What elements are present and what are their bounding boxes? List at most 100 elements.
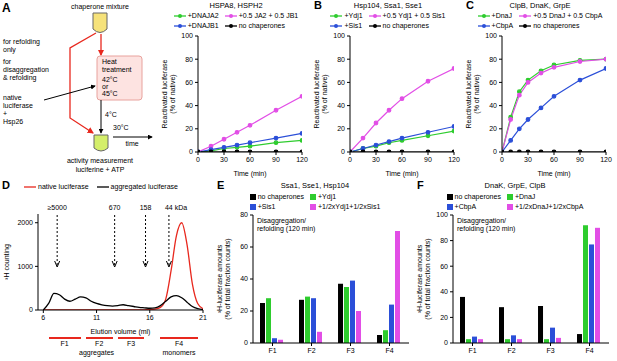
html-text:Ssa1, Sse1, Hsp104: Ssa1, Sse1, Hsp104: [280, 181, 350, 190]
svg-text:20: 20: [337, 125, 345, 132]
svg-text:120: 120: [448, 156, 460, 163]
svg-text:120: 120: [296, 156, 308, 163]
svg-text:44 kDa: 44 kDa: [165, 204, 187, 211]
svg-text:0: 0: [500, 156, 504, 163]
svg-text:A: A: [2, 1, 11, 15]
svg-text:80: 80: [337, 56, 345, 63]
svg-text:F4: F4: [585, 347, 593, 354]
svg-text:F4: F4: [385, 347, 393, 354]
svg-text:disaggregation: disaggregation: [3, 66, 49, 74]
svg-text:native: native: [3, 94, 22, 101]
svg-text:0: 0: [189, 148, 193, 155]
svg-text:F1: F1: [468, 347, 476, 354]
svg-text:luciferine + ATP: luciferine + ATP: [76, 166, 125, 173]
svg-text:time: time: [125, 140, 138, 147]
html-text:Reactivated luciferase (% of n: Reactivated luciferase (% of native): [465, 59, 480, 129]
svg-text:40: 40: [337, 102, 345, 109]
svg-text:60: 60: [240, 243, 248, 250]
svg-text:Elution volume (ml): Elution volume (ml): [91, 328, 151, 336]
svg-text:F1: F1: [268, 347, 276, 354]
svg-text:activity measurement: activity measurement: [67, 157, 133, 165]
svg-text:90: 90: [424, 156, 432, 163]
svg-text:6: 6: [41, 314, 45, 321]
svg-text:Hsp26: Hsp26: [3, 118, 23, 126]
html-text:Reactivated luciferase (% of n: Reactivated luciferase (% of native): [161, 59, 176, 129]
svg-text:0: 0: [341, 148, 345, 155]
svg-text:100: 100: [181, 32, 193, 39]
svg-text:40: 40: [185, 102, 193, 109]
svg-text:20: 20: [240, 307, 248, 314]
html-text:ClpB, DnaK, GrpE: ClpB, DnaK, GrpE: [509, 1, 571, 10]
svg-text:F2: F2: [307, 347, 315, 354]
html-text:Reactivated luciferase (% of n: Reactivated luciferase (% of native): [313, 59, 328, 129]
svg-text:1000: 1000: [17, 263, 33, 270]
svg-text:40: 40: [240, 275, 248, 282]
svg-text:60: 60: [398, 156, 406, 163]
svg-text:120: 120: [600, 156, 612, 163]
svg-text:30°C: 30°C: [113, 124, 129, 131]
html-text:B: B: [314, 0, 322, 11]
svg-text:90: 90: [576, 156, 584, 163]
html-text:DnaK, GrpE, ClpB: DnaK, GrpE, ClpB: [484, 181, 546, 190]
svg-text:60: 60: [337, 79, 345, 86]
html-text:Hsp104, Ssa1, Sse1: Hsp104, Ssa1, Sse1: [353, 1, 423, 10]
svg-text:80: 80: [440, 237, 448, 244]
svg-text:F3: F3: [546, 347, 554, 354]
svg-text:40: 40: [440, 288, 448, 295]
svg-text:luciferase: luciferase: [3, 102, 33, 109]
svg-text:45°C: 45°C: [102, 90, 118, 97]
svg-text:16: 16: [146, 314, 154, 321]
svg-text:Time (min): Time (min): [537, 170, 570, 178]
svg-text:40: 40: [489, 102, 497, 109]
svg-text:for refolding: for refolding: [3, 38, 40, 46]
svg-text:Time (min): Time (min): [233, 170, 266, 178]
svg-text:20: 20: [489, 125, 497, 132]
svg-text:42°C: 42°C: [102, 76, 118, 83]
svg-text:0: 0: [444, 339, 448, 346]
svg-text:& refolding: & refolding: [3, 74, 37, 82]
svg-text:158: 158: [140, 204, 152, 211]
svg-text:0: 0: [493, 148, 497, 155]
svg-text:100: 100: [485, 32, 497, 39]
svg-text:for: for: [3, 58, 12, 65]
svg-text:0: 0: [29, 306, 33, 313]
svg-text:20: 20: [440, 314, 448, 321]
svg-text:0: 0: [196, 156, 200, 163]
svg-text:60: 60: [185, 79, 193, 86]
svg-text:4°C: 4°C: [105, 111, 117, 118]
svg-text:60: 60: [440, 263, 448, 270]
svg-text:80: 80: [185, 56, 193, 63]
svg-text:60: 60: [489, 79, 497, 86]
html-text:³H-luciferase amounts (% of to: ³H-luciferase amounts (% of total fracti…: [416, 238, 431, 320]
svg-text:F3: F3: [346, 347, 354, 354]
svg-text:30: 30: [220, 156, 228, 163]
svg-text:F2: F2: [507, 347, 515, 354]
svg-text:0: 0: [348, 156, 352, 163]
svg-text:or: or: [102, 83, 109, 90]
svg-text:11: 11: [93, 314, 100, 321]
svg-text:21: 21: [199, 314, 207, 321]
svg-text:60: 60: [550, 156, 558, 163]
svg-text:+: +: [3, 110, 7, 117]
html-text:³H-luciferase amounts (% of to: ³H-luciferase amounts (% of total fracti…: [216, 238, 231, 320]
svg-text:670: 670: [109, 204, 121, 211]
html-text:C: C: [466, 0, 474, 11]
svg-text:Heat: Heat: [102, 58, 117, 65]
svg-text:treatment: treatment: [102, 66, 132, 73]
svg-text:60: 60: [246, 156, 254, 163]
svg-text:80: 80: [240, 211, 248, 218]
svg-text:only: only: [3, 46, 16, 54]
svg-text:30: 30: [524, 156, 532, 163]
svg-text:80: 80: [489, 56, 497, 63]
svg-text:2000: 2000: [17, 219, 33, 226]
svg-text:30: 30: [372, 156, 380, 163]
svg-text:90: 90: [272, 156, 280, 163]
svg-text:0: 0: [244, 339, 248, 346]
svg-text:100: 100: [436, 211, 448, 218]
svg-text:chaperone mixture: chaperone mixture: [71, 3, 129, 11]
svg-text:20: 20: [185, 125, 193, 132]
svg-text:≥5000: ≥5000: [47, 204, 67, 211]
svg-text:100: 100: [333, 32, 345, 39]
html-text:HSPA8, HSPH2: HSPA8, HSPH2: [209, 1, 263, 10]
svg-text:Time (min): Time (min): [385, 170, 418, 178]
